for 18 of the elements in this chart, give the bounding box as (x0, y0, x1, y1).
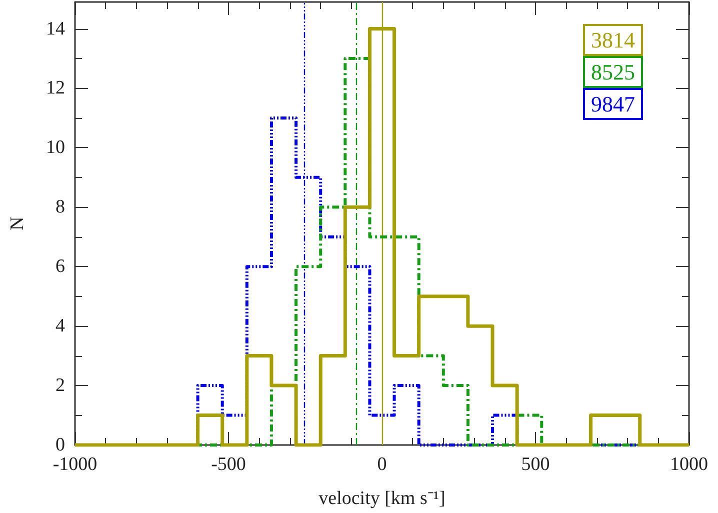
y-axis-title: N (7, 216, 28, 230)
y-tick-label: 14 (46, 18, 66, 40)
x-axis-title: velocity [km s⁻¹] (318, 488, 446, 509)
x-tick-label: 500 (521, 454, 550, 475)
y-tick-label: 0 (56, 434, 65, 456)
text: 9847 (591, 92, 635, 116)
text: 3814 (591, 28, 635, 52)
y-tick-label: 12 (46, 78, 65, 99)
x-tick-label: 1000 (670, 454, 708, 475)
y-tick-label: 10 (46, 137, 65, 158)
text: 8525 (591, 60, 635, 84)
x-tick-label: -500 (211, 454, 246, 475)
x-tick-label: 0 (377, 454, 387, 475)
x-tick-label: -1000 (52, 454, 98, 475)
y-tick-label: 2 (56, 375, 65, 396)
y-tick-label: 4 (56, 316, 66, 337)
y-tick-label: 6 (56, 256, 65, 278)
y-tick-label: 8 (56, 196, 65, 218)
